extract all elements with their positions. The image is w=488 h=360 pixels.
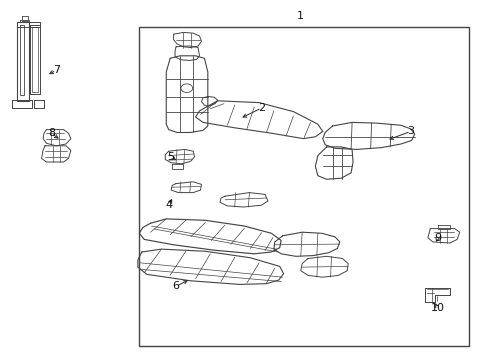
Text: 2: 2 — [258, 103, 264, 113]
Text: 10: 10 — [430, 303, 444, 313]
Text: 6: 6 — [172, 281, 179, 291]
Text: 4: 4 — [165, 200, 172, 210]
Text: 1: 1 — [297, 11, 304, 21]
Text: 9: 9 — [433, 233, 440, 243]
Text: 5: 5 — [167, 152, 174, 162]
Text: 3: 3 — [407, 126, 413, 136]
Bar — [139, 27, 468, 346]
Text: 7: 7 — [53, 65, 60, 75]
Text: 8: 8 — [48, 128, 55, 138]
